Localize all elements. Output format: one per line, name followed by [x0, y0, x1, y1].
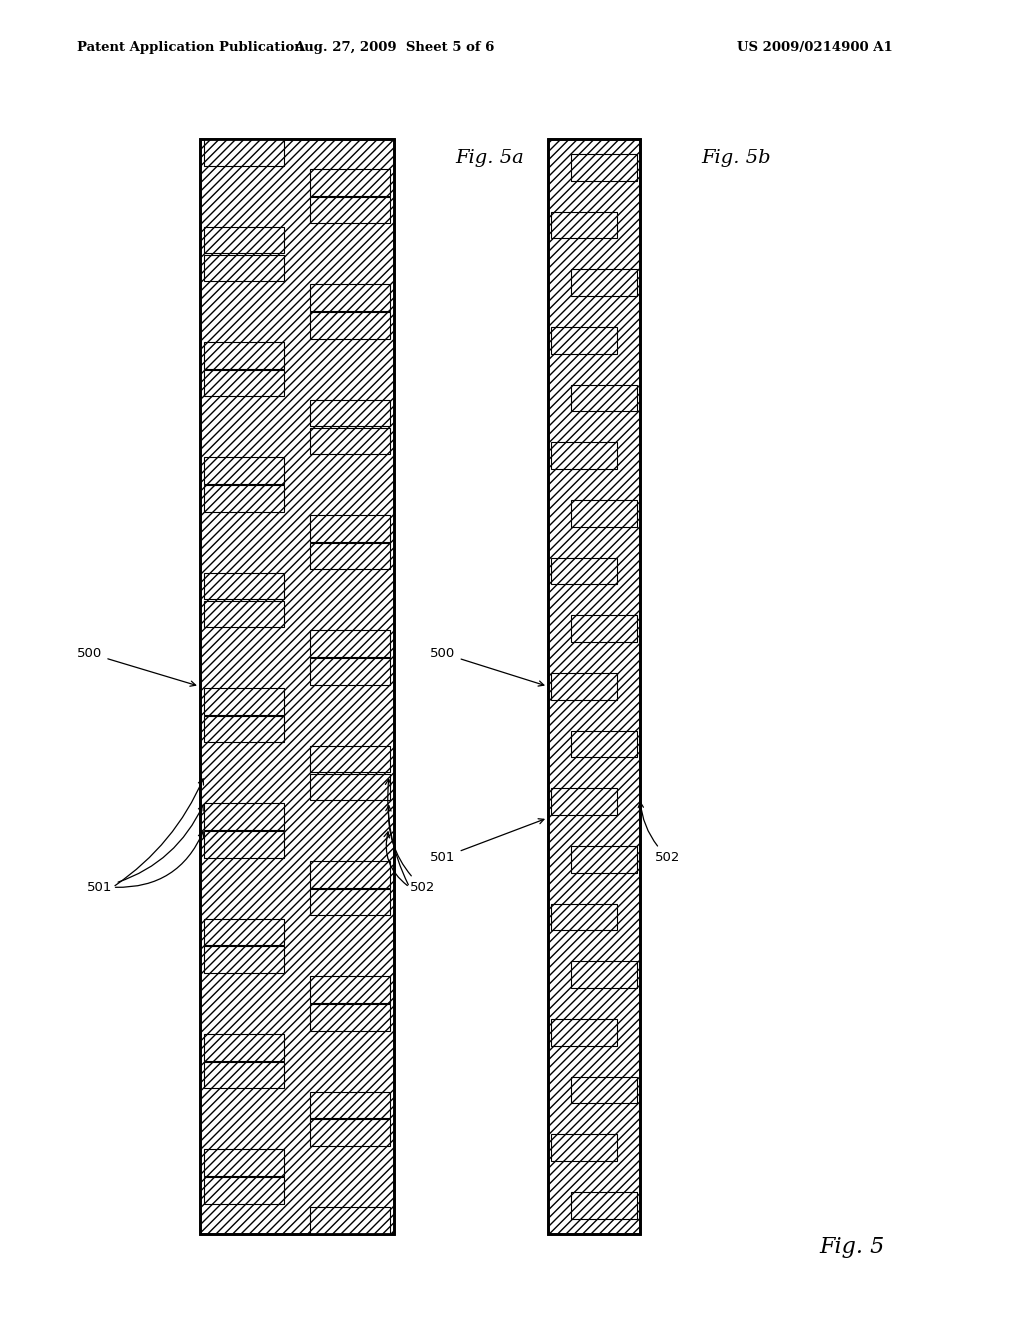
Text: 500: 500 [430, 647, 544, 686]
Bar [310, 977, 390, 1003]
Text: 502: 502 [638, 803, 681, 865]
Bar [204, 486, 284, 512]
Bar [551, 788, 617, 814]
Bar [310, 400, 390, 426]
Bar [551, 327, 617, 354]
Bar [204, 139, 284, 166]
Text: US 2009/0214900 A1: US 2009/0214900 A1 [737, 41, 893, 54]
Bar [570, 1192, 637, 1218]
Bar [548, 139, 640, 1234]
Bar [310, 659, 390, 685]
Bar [204, 1034, 284, 1060]
Bar [310, 888, 390, 915]
Bar [310, 543, 390, 569]
Bar [310, 313, 390, 339]
Text: 502: 502 [386, 805, 435, 894]
Bar [204, 1177, 284, 1204]
Bar [204, 715, 284, 742]
Bar [204, 1150, 284, 1176]
Bar [551, 1019, 617, 1045]
Text: 501: 501 [430, 818, 544, 865]
Bar [204, 919, 284, 945]
Bar [204, 255, 284, 281]
Bar [570, 500, 637, 527]
Bar [204, 832, 284, 858]
Text: Patent Application Publication: Patent Application Publication [77, 41, 303, 54]
Bar [310, 1092, 390, 1118]
Bar [570, 385, 637, 412]
Text: Fig. 5: Fig. 5 [819, 1237, 885, 1258]
Bar [204, 601, 284, 627]
Bar [310, 1119, 390, 1146]
Bar [200, 139, 394, 1234]
Bar [204, 804, 284, 830]
Bar [551, 904, 617, 931]
Bar [570, 846, 637, 873]
Bar [204, 370, 284, 396]
Bar [204, 946, 284, 973]
Bar [204, 573, 284, 599]
Text: Fig. 5a: Fig. 5a [456, 149, 524, 166]
Text: 501: 501 [87, 805, 203, 894]
Bar [310, 1005, 390, 1031]
Bar [310, 428, 390, 454]
Bar [570, 1077, 637, 1104]
Bar [551, 558, 617, 585]
Bar [200, 139, 394, 1234]
Bar [570, 154, 637, 181]
Bar [551, 211, 617, 239]
Bar [570, 731, 637, 758]
Bar [310, 197, 390, 223]
Bar [204, 342, 284, 368]
Bar [204, 1061, 284, 1089]
Bar [310, 1206, 390, 1234]
Text: Fig. 5b: Fig. 5b [701, 149, 771, 166]
Bar [310, 774, 390, 800]
Bar [310, 515, 390, 541]
Text: Aug. 27, 2009  Sheet 5 of 6: Aug. 27, 2009 Sheet 5 of 6 [294, 41, 495, 54]
Bar [551, 442, 617, 469]
Bar [310, 861, 390, 887]
Bar [570, 269, 637, 296]
Bar [204, 688, 284, 714]
Text: 500: 500 [77, 647, 196, 686]
Bar [551, 673, 617, 700]
Bar [310, 631, 390, 657]
Bar [310, 746, 390, 772]
Bar [548, 139, 640, 1234]
Bar [570, 961, 637, 987]
Bar [204, 227, 284, 253]
Bar [204, 458, 284, 484]
Bar [310, 284, 390, 312]
Bar [551, 1134, 617, 1162]
Bar [310, 169, 390, 195]
Bar [570, 615, 637, 642]
